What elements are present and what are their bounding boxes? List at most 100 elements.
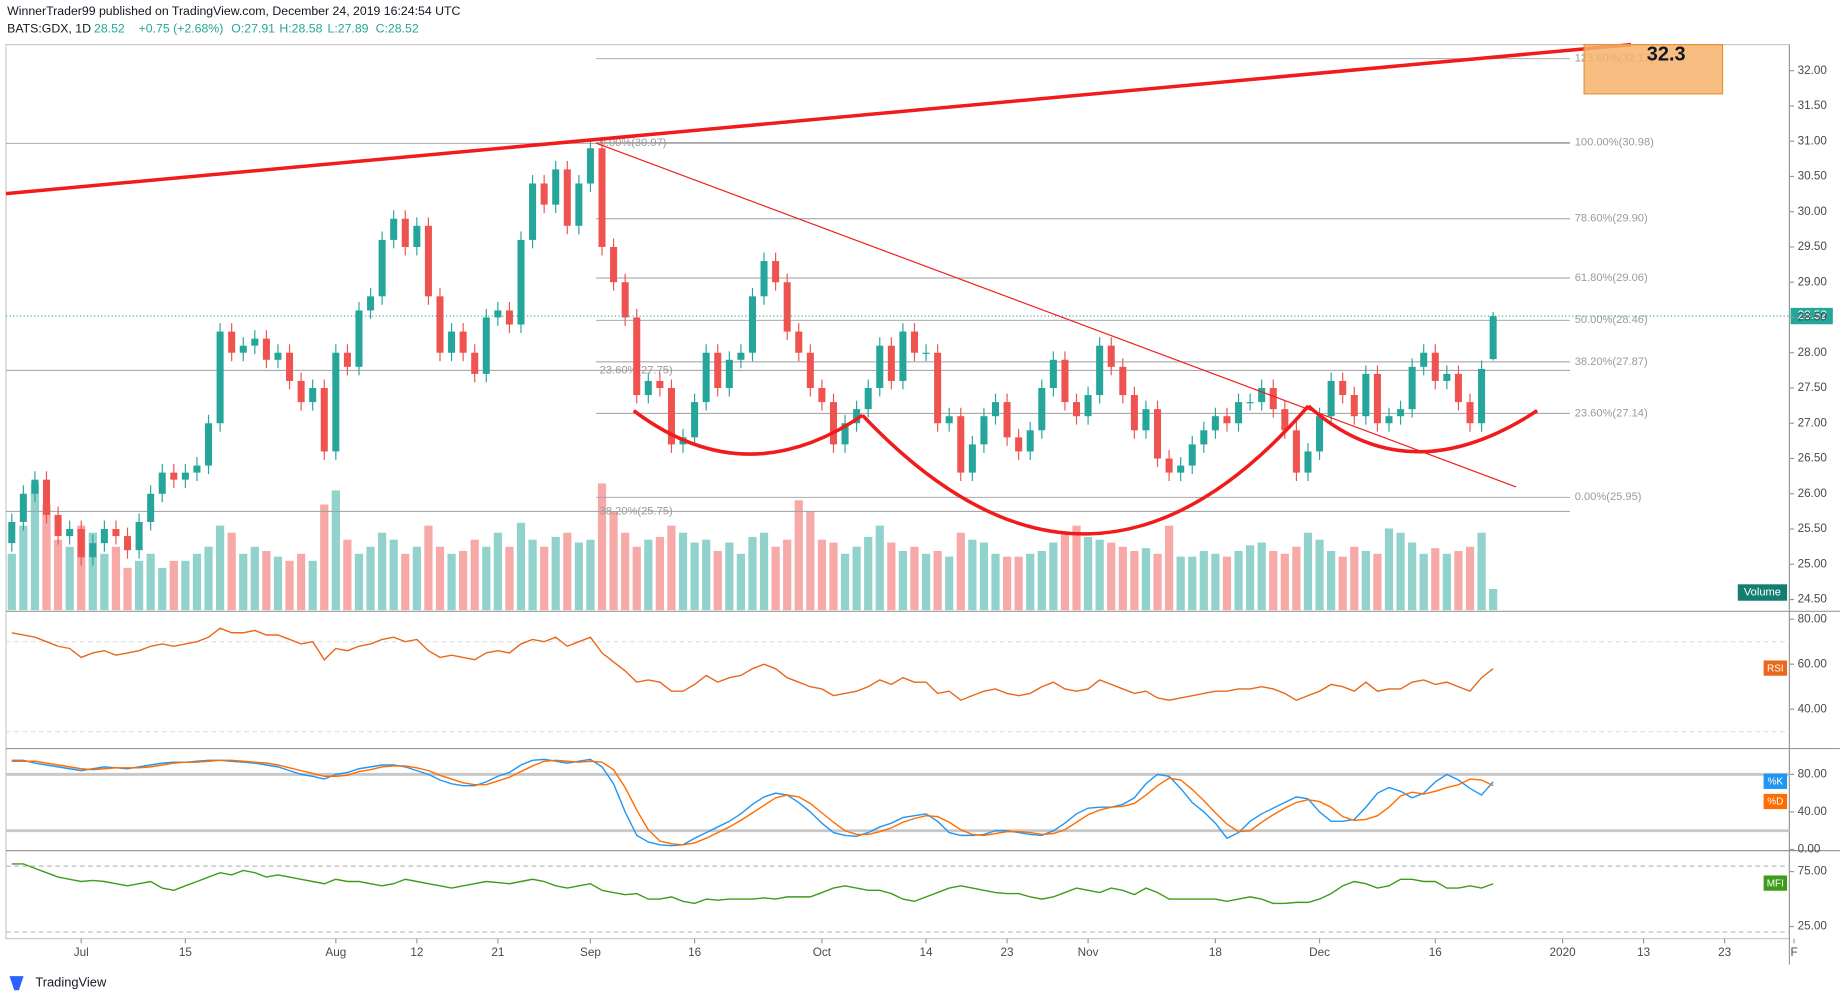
y-tick-label: 30.00 (1798, 205, 1828, 218)
x-tick-label: 21 (491, 946, 504, 959)
x-tick-label: F (1790, 946, 1797, 959)
x-tick-label: 23 (1718, 946, 1731, 959)
price: 28.52 (94, 22, 125, 36)
candle-body (1258, 387, 1266, 403)
x-tick-label: 2020 (1550, 946, 1577, 959)
volume-bar (401, 553, 410, 611)
volume-bar (783, 539, 792, 611)
volume-bar (215, 525, 225, 611)
volume-bar (979, 542, 989, 611)
y-tick-label: 30.50 (1798, 170, 1828, 183)
volume-bar (65, 546, 74, 611)
volume-bar (331, 490, 340, 611)
candle-body (748, 296, 756, 353)
volume-bar (308, 560, 317, 611)
candle-body (725, 359, 733, 388)
open: O:27.91 (231, 22, 275, 36)
volume-bar (921, 553, 931, 611)
y-tick-label: 28.50 (1798, 311, 1828, 324)
series-tag (1763, 875, 1788, 891)
volume-bar (945, 556, 954, 611)
volume-tag (1737, 584, 1788, 601)
volume-bar (482, 546, 491, 611)
volume-bar (1246, 545, 1255, 611)
volume-bar (725, 542, 734, 611)
indicator-line (11, 627, 1494, 702)
candle-body (1443, 373, 1451, 381)
candle-body (945, 416, 953, 424)
volume-bar (551, 536, 560, 611)
candle-body (1026, 430, 1034, 452)
volume-bar (1176, 556, 1185, 611)
y-tick-label: 26.50 (1798, 452, 1828, 465)
low: L:27.89 (327, 22, 368, 36)
volume-bar (1489, 588, 1498, 611)
candle-body (957, 416, 965, 473)
candle-body (77, 529, 85, 558)
volume-bar (297, 553, 306, 611)
volume-bar (632, 546, 641, 611)
candle-body (413, 225, 421, 247)
volume-bar (655, 536, 664, 611)
candle-body (1350, 395, 1358, 417)
volume-bar (158, 567, 167, 611)
series-tag-label: MFI (1767, 878, 1784, 889)
volume-bar (1257, 542, 1266, 611)
candle-body (1211, 416, 1219, 431)
candle-body (922, 352, 930, 354)
x-tick-label: 12 (410, 946, 423, 959)
candle-body (1084, 395, 1092, 417)
candle-body (1431, 352, 1439, 381)
volume-bar (829, 542, 838, 611)
candle-body (934, 352, 942, 424)
candle-body (1165, 458, 1173, 473)
volume-bar (459, 550, 468, 611)
y-tick-label: 27.50 (1798, 381, 1828, 394)
volume-bar (1384, 528, 1394, 611)
y-tick-label: 31.00 (1798, 134, 1828, 147)
volume-bar (1292, 546, 1301, 611)
volume-bar (146, 553, 155, 611)
volume-bar (412, 546, 421, 611)
candle-body (54, 514, 62, 537)
volume-bar (134, 560, 144, 611)
volume-bar (516, 522, 526, 611)
y-tick-label: 75.00 (1798, 865, 1828, 878)
candle-body (1420, 352, 1428, 367)
volume-bar (1060, 532, 1070, 611)
x-tick-label: Nov (1078, 946, 1099, 959)
fib-label: 78.60%(29.90) (1575, 213, 1648, 225)
volume-bar (1477, 532, 1486, 611)
volume-bar (713, 550, 722, 611)
candle-body (147, 493, 155, 522)
volume-bar (343, 539, 352, 611)
trend-line (5, 42, 1632, 196)
volume-bar (678, 532, 688, 611)
candle-body (1246, 402, 1254, 404)
candle-body (448, 331, 456, 353)
volume-bar (1037, 550, 1046, 611)
candle-body (1281, 409, 1289, 431)
x-tick-label: 14 (920, 946, 934, 959)
y-tick-label: 32.00 (1798, 64, 1828, 77)
x-tick-label: Aug (325, 946, 346, 959)
candle-body (100, 529, 108, 544)
candle-body (297, 380, 305, 403)
y-tick-label: 80.00 (1798, 612, 1828, 625)
volume-bar (1465, 546, 1475, 611)
candle-body (494, 310, 502, 318)
y-tick-label: 25.00 (1798, 557, 1828, 570)
candle-body (355, 310, 363, 367)
last-price-box (1790, 307, 1833, 325)
candle-body (702, 352, 710, 403)
candle-body (1096, 345, 1104, 396)
volume-bar (285, 560, 294, 611)
candle-body (864, 387, 872, 410)
volume-bar (181, 560, 190, 611)
volume-bar (887, 542, 896, 611)
candle-body (783, 282, 791, 332)
candle-body (42, 479, 51, 515)
